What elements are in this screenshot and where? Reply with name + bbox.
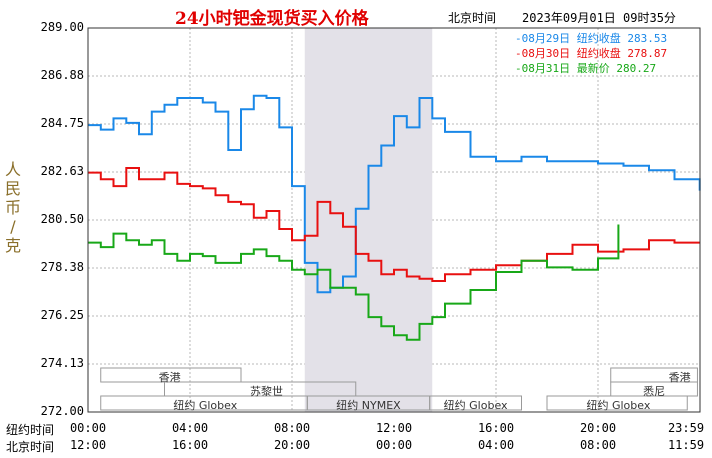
y-tick-label: 280.50 <box>40 212 84 226</box>
x-tick-label: 00:00 <box>375 438 413 452</box>
y-tick-label: 276.25 <box>40 308 84 322</box>
y-tick-label: 289.00 <box>40 20 84 34</box>
x-tick-label: 12:00 <box>375 421 413 435</box>
timestamp: 2023年09月01日 09时35分 <box>522 11 676 25</box>
legend-entry: -08月29日 纽约收盘 283.53 <box>515 32 668 45</box>
plot-frame <box>87 27 701 413</box>
timezone-label: 北京时间 <box>448 11 497 25</box>
legend-entry: -08月31日 最新价 280.27 <box>515 62 657 75</box>
y-tick-label: 278.38 <box>40 260 84 274</box>
plot-border <box>87 27 701 413</box>
x-tick-label: 08:00 <box>579 438 617 452</box>
x-tick-label: 04:00 <box>171 421 209 435</box>
session-label: 香港 <box>158 371 181 384</box>
x-axis-name: 纽约时间 <box>6 423 55 437</box>
x-tick-label: 00:00 <box>69 421 107 435</box>
y-tick-label: 282.63 <box>40 164 84 178</box>
x-tick-label: 20:00 <box>273 438 311 452</box>
session-label: 纽约 Globex <box>173 399 238 412</box>
x-axis-name: 北京时间 <box>6 440 55 454</box>
session-label: 悉尼 <box>643 385 666 398</box>
session-label: 纽约 NYMEX <box>336 399 401 412</box>
session-label: 香港 <box>668 371 691 384</box>
x-tick-label: 11:59 <box>667 438 705 452</box>
session-label: 纽约 Globex <box>586 399 651 412</box>
series-line-3 <box>88 224 620 341</box>
x-tick-label: 16:00 <box>477 421 515 435</box>
x-tick-label: 23:59 <box>667 421 705 435</box>
x-tick-label: 08:00 <box>273 421 311 435</box>
session-box <box>610 367 698 383</box>
x-tick-label: 12:00 <box>69 438 107 452</box>
trading-sessions <box>100 367 698 411</box>
x-tick-label: 04:00 <box>477 438 515 452</box>
x-tick-label: 16:00 <box>171 438 209 452</box>
y-axis-label: 人 民 币 / 克 <box>4 160 21 255</box>
y-tick-label: 274.13 <box>40 356 84 370</box>
x-tick-label: 20:00 <box>579 421 617 435</box>
nymex-band <box>304 28 433 412</box>
y-tick-label: 286.88 <box>40 68 84 82</box>
chart-title: 24小时钯金现货买入价格 <box>175 9 369 29</box>
session-box <box>429 395 523 411</box>
series-lines <box>88 94 701 341</box>
legend-entry: -08月30日 纽约收盘 278.87 <box>515 47 668 60</box>
session-label: 纽约 Globex <box>443 399 508 412</box>
y-tick-label: 272.00 <box>40 404 84 418</box>
y-tick-label: 284.75 <box>40 116 84 130</box>
session-label: 苏黎世 <box>250 385 283 398</box>
nymex-session-band <box>304 28 433 412</box>
